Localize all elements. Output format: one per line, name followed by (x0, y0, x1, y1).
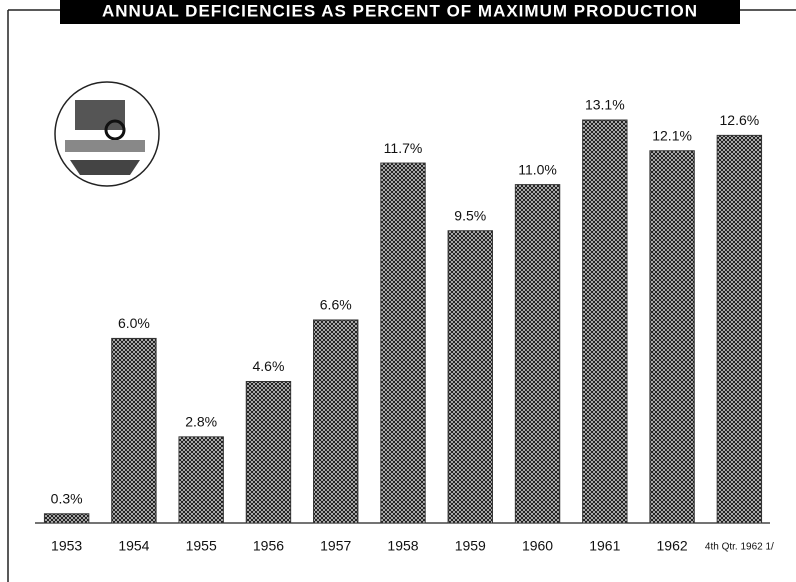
x-tick-label: 1958 (387, 538, 418, 554)
logo (55, 82, 159, 186)
bar (112, 338, 156, 523)
x-tick-label: 1962 (657, 538, 688, 554)
value-label: 9.5% (454, 207, 486, 223)
value-label: 6.0% (118, 315, 150, 331)
bar (381, 163, 425, 523)
x-tick-label: 1955 (186, 538, 217, 554)
bar (314, 320, 358, 523)
bar (717, 135, 761, 523)
value-label: 0.3% (51, 490, 83, 506)
x-tick-label: 1961 (589, 538, 620, 554)
bar (515, 185, 559, 523)
chart: ANNUAL DEFICIENCIES AS PERCENT OF MAXIMU… (0, 0, 796, 582)
bar (179, 437, 223, 523)
value-label: 2.8% (185, 414, 217, 430)
value-label: 6.6% (320, 297, 352, 313)
x-tick-label: 4th Qtr. 1962 1/ (705, 542, 774, 553)
bar (650, 151, 694, 523)
x-tick-label: 1959 (455, 538, 486, 554)
value-label: 11.0% (518, 161, 557, 177)
value-label: 13.1% (585, 97, 625, 113)
x-tick-label: 1954 (118, 538, 149, 554)
value-label: 12.6% (720, 112, 760, 128)
bar (246, 381, 290, 523)
x-tick-label: 1960 (522, 538, 553, 554)
x-tick-label: 1957 (320, 538, 351, 554)
bar (44, 514, 88, 523)
value-label: 11.7% (384, 140, 423, 156)
x-tick-label: 1953 (51, 538, 82, 554)
value-label: 4.6% (252, 358, 284, 374)
bar (448, 231, 492, 523)
bar (583, 120, 627, 523)
value-label: 12.1% (652, 127, 692, 143)
x-tick-label: 1956 (253, 538, 284, 554)
chart-title: ANNUAL DEFICIENCIES AS PERCENT OF MAXIMU… (102, 1, 698, 20)
